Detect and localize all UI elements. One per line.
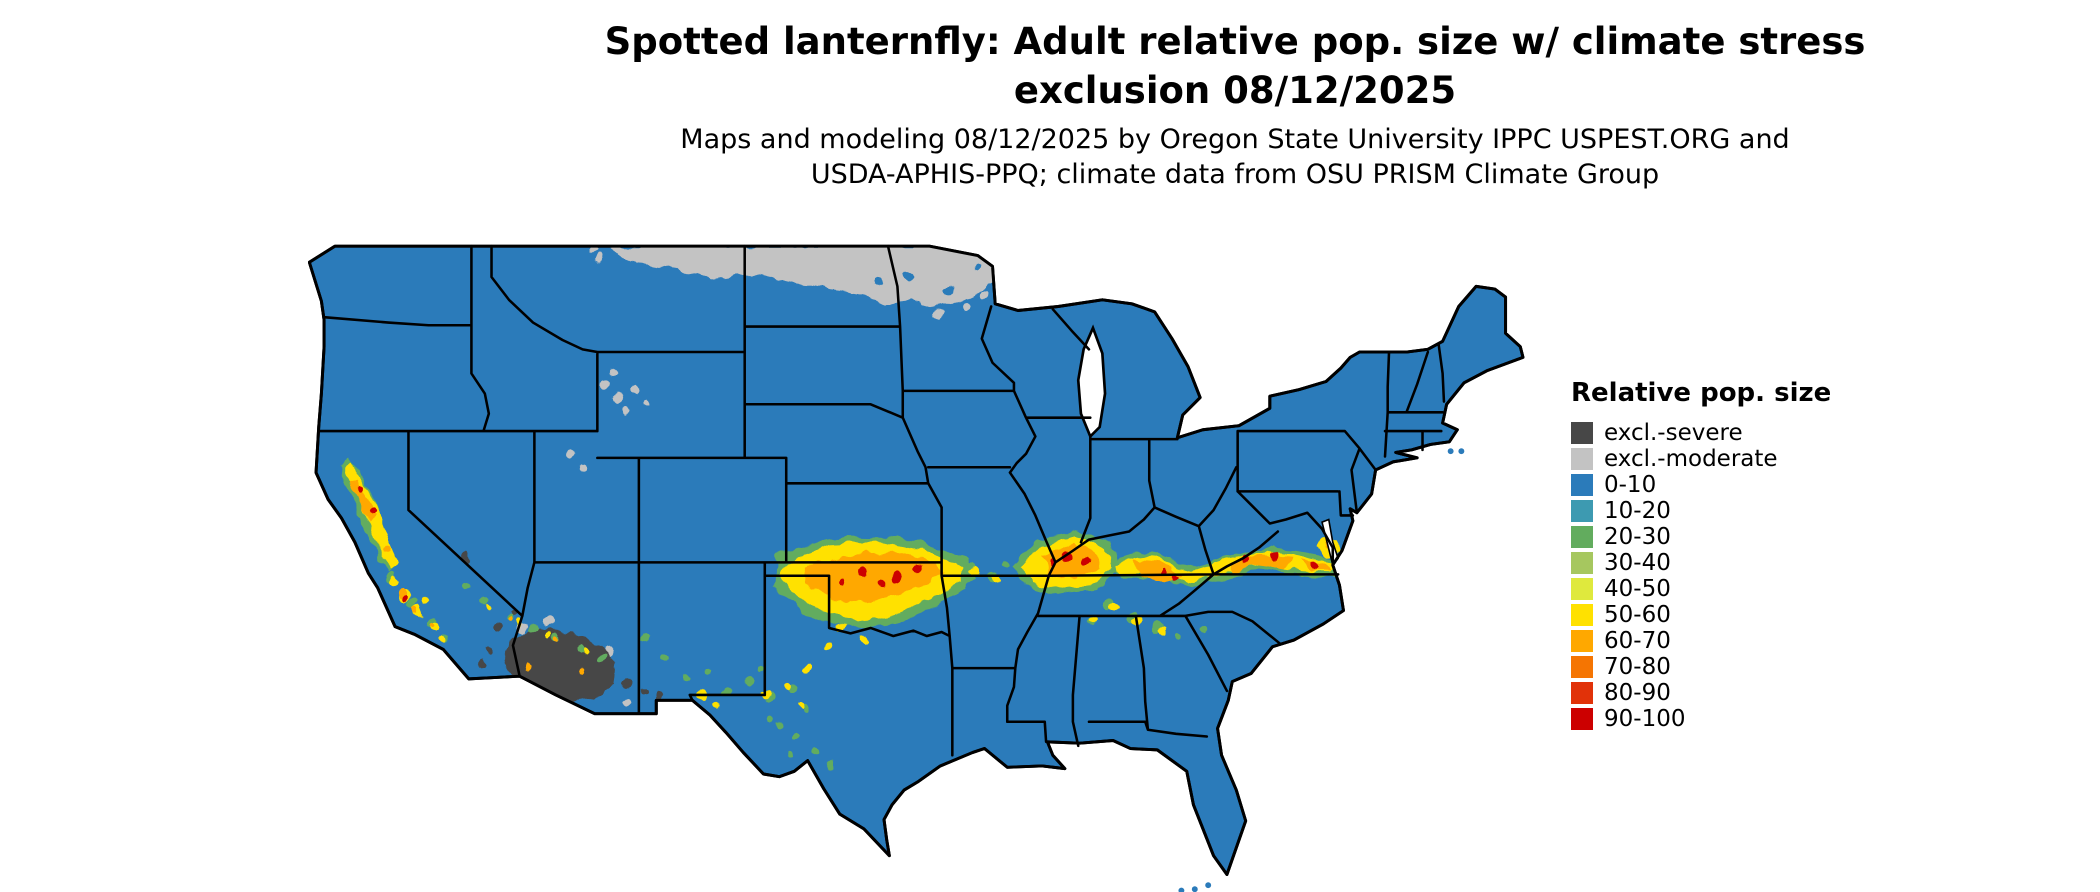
legend-swatch — [1571, 422, 1593, 444]
legend-swatch — [1571, 526, 1593, 548]
legend-item-label: 20-30 — [1604, 524, 1671, 550]
title-line-2: exclusion 08/12/2025 — [1013, 68, 1457, 112]
legend-swatch — [1571, 604, 1593, 626]
us-map-container — [307, 226, 1527, 892]
legend-item-label: 60-70 — [1604, 628, 1671, 654]
offshore-islands — [1178, 448, 1465, 892]
legend-swatch — [1571, 656, 1593, 678]
legend-swatch — [1571, 630, 1593, 652]
legend-item: 90-100 — [1571, 706, 1831, 732]
legend-item-label: 10-20 — [1604, 498, 1671, 524]
legend-item: 10-20 — [1571, 498, 1831, 524]
us-outline — [307, 244, 1525, 876]
legend-swatch — [1571, 500, 1593, 522]
legend-item: 50-60 — [1571, 602, 1831, 628]
legend-item: 40-50 — [1571, 576, 1831, 602]
legend-swatch — [1571, 448, 1593, 470]
legend-item-label: 90-100 — [1604, 706, 1686, 732]
legend-item: 0-10 — [1571, 472, 1831, 498]
orange-core — [350, 477, 1333, 677]
legend-item: 70-80 — [1571, 654, 1831, 680]
legend-item-label: 0-10 — [1604, 472, 1657, 498]
legend-item-label: 80-90 — [1604, 680, 1671, 706]
legend-title: Relative pop. size — [1571, 378, 1832, 408]
legend-item: excl.-severe — [1571, 420, 1831, 446]
legend-swatch — [1571, 708, 1593, 730]
legend-item-label: 30-40 — [1604, 550, 1671, 576]
figure-subtitle: Maps and modeling 08/12/2025 by Oregon S… — [340, 122, 2100, 192]
legend-item-label: excl.-moderate — [1604, 446, 1778, 472]
legend-item: 80-90 — [1571, 680, 1831, 706]
legend-item-label: 50-60 — [1604, 602, 1671, 628]
title-line-1: Spotted lanternfly: Adult relative pop. … — [604, 20, 1866, 63]
legend-swatch — [1571, 682, 1593, 704]
legend-swatch — [1571, 552, 1593, 574]
legend-item-label: 70-80 — [1604, 654, 1671, 680]
legend-swatch — [1571, 578, 1593, 600]
subtitle-line-1: Maps and modeling 08/12/2025 by Oregon S… — [680, 124, 1790, 155]
legend-item: 20-30 — [1571, 524, 1831, 550]
legend-item-label: 40-50 — [1604, 576, 1671, 602]
legend-item: 60-70 — [1571, 628, 1831, 654]
excl-moderate-zone — [516, 246, 1005, 708]
legend-swatch — [1571, 474, 1593, 496]
legend-item: excl.-moderate — [1571, 446, 1831, 472]
legend-item-label: excl.-severe — [1604, 420, 1743, 446]
figure-title: Spotted lanternfly: Adult relative pop. … — [340, 18, 2100, 116]
legend: Relative pop. size excl.-severe excl.-mo… — [1571, 378, 1831, 732]
us-map — [307, 244, 1525, 892]
gray-band-blue-holes — [873, 262, 982, 295]
legend-item: 30-40 — [1571, 550, 1831, 576]
subtitle-line-2: USDA-APHIS-PPQ; climate data from OSU PR… — [810, 159, 1660, 191]
state-borders — [318, 244, 1446, 757]
